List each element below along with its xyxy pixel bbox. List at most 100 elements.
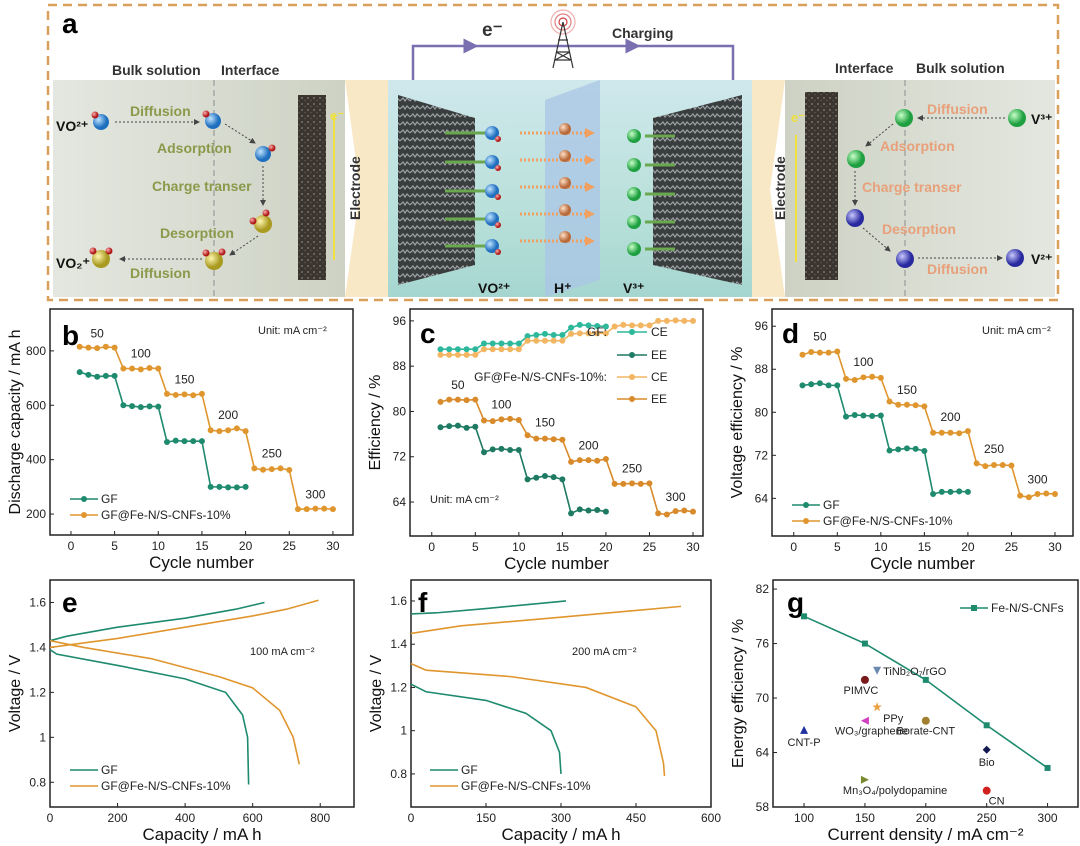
x-tick-label: 15 (918, 540, 932, 554)
data-point (1034, 491, 1041, 498)
data-point (559, 476, 566, 483)
external-circuit-wire (411, 44, 735, 80)
x-tick-label: 600 (243, 811, 263, 825)
data-point (507, 415, 514, 422)
series-line-gf (802, 382, 968, 496)
v3plus-ion-sphere (1008, 109, 1026, 127)
data-point (198, 438, 205, 445)
data-point (515, 340, 522, 347)
comparison-point-label: Bio (979, 757, 995, 769)
legend-label: GF (461, 763, 478, 777)
data-point (129, 365, 136, 372)
ion-v3plus-label: V³⁺ (1031, 111, 1052, 127)
proton-arrowhead (585, 182, 595, 192)
proton-sphere (559, 231, 571, 243)
y-tick-label: 96 (755, 319, 769, 333)
right-step-diffusion-in: Diffusion (927, 101, 988, 117)
data-point (1017, 492, 1024, 499)
data-point (85, 371, 92, 378)
data-point (629, 322, 636, 329)
data-point (463, 424, 470, 431)
data-point (102, 372, 109, 379)
data-point (903, 445, 910, 452)
data-point (860, 374, 867, 381)
data-point (843, 413, 850, 420)
oxygen-atom (495, 136, 501, 142)
data-point (489, 346, 496, 353)
right-electron-label: e⁻ (791, 110, 805, 125)
plot-frame (409, 308, 704, 537)
step-desorption: Desorption (160, 225, 234, 241)
data-point (834, 348, 841, 355)
data-point (463, 397, 470, 404)
data-point (207, 427, 214, 434)
x-tick-label: 0 (408, 811, 415, 825)
data-point (329, 506, 336, 513)
charging-label: Charging (612, 25, 673, 41)
data-point (568, 458, 575, 465)
data-point (541, 337, 548, 344)
data-point (912, 402, 919, 409)
data-point (585, 507, 592, 514)
vo2plus-ion-sphere (485, 126, 499, 140)
proton-arrowhead (585, 128, 595, 138)
step-diffusion-out: Diffusion (130, 265, 191, 281)
desorption-arrow (229, 235, 259, 256)
data-point (585, 330, 592, 337)
x-tick-label: 25 (283, 539, 297, 553)
data-point (76, 343, 83, 350)
data-point (120, 365, 127, 372)
data-point (550, 332, 557, 339)
y-axis-label: Voltage / V (7, 654, 24, 732)
panel-letter-d: d (782, 318, 799, 349)
data-point (930, 429, 937, 436)
legend-label: GF@Fe-N/S-CNFs-10% (823, 514, 953, 528)
data-point (481, 340, 488, 347)
comparison-point-label: CNT-P (788, 737, 821, 749)
y-tick-label: 600 (26, 398, 46, 412)
x-tick-label: 300 (551, 811, 571, 825)
left-electrode-label: Electrode (347, 156, 363, 220)
vo2plus-ion-sphere (485, 212, 499, 226)
data-point (983, 722, 990, 729)
legend-label: GF (101, 763, 118, 777)
data-point (594, 457, 601, 464)
data-point (663, 511, 670, 518)
data-point (190, 438, 197, 445)
vo2-plus-ion-sphere (205, 252, 223, 270)
data-point (559, 337, 566, 344)
ion-vo2-plus-out-label: VO₂⁺ (56, 255, 90, 271)
panel-a-dashed-border (46, 3, 1060, 302)
x-tick-label: 15 (556, 540, 570, 554)
proton-sphere (559, 150, 571, 162)
right-electrode-rod (805, 92, 838, 280)
x-axis-label: Capacity / mA h (501, 825, 620, 844)
step-current-label: 200 (218, 408, 238, 422)
data-point (921, 448, 928, 455)
step-current-label: 300 (305, 487, 325, 501)
data-point (164, 438, 171, 445)
data-point (576, 506, 583, 513)
data-point (611, 323, 618, 330)
data-point (190, 392, 197, 399)
legend-marker (971, 605, 977, 611)
y-tick-label: 1.2 (29, 685, 46, 699)
step-current-label: 150 (174, 373, 194, 387)
data-point (672, 508, 679, 515)
data-point (594, 322, 601, 329)
x-tick-label: 150 (476, 811, 496, 825)
data-point (602, 330, 609, 337)
x-tick-label: 600 (701, 811, 721, 825)
x-tick-label: 30 (326, 539, 340, 553)
x-tick-label: 30 (686, 540, 700, 554)
y-tick-label: 1 (400, 724, 407, 738)
series-line-gf (49, 601, 265, 642)
y-tick-label: 88 (393, 359, 407, 373)
data-point (515, 346, 522, 353)
data-point (481, 417, 488, 424)
data-point (568, 324, 575, 331)
x-tick-label: 0 (47, 811, 54, 825)
vo2-plus-ion-sphere (254, 215, 272, 233)
data-point (869, 413, 876, 420)
data-point (922, 676, 929, 683)
